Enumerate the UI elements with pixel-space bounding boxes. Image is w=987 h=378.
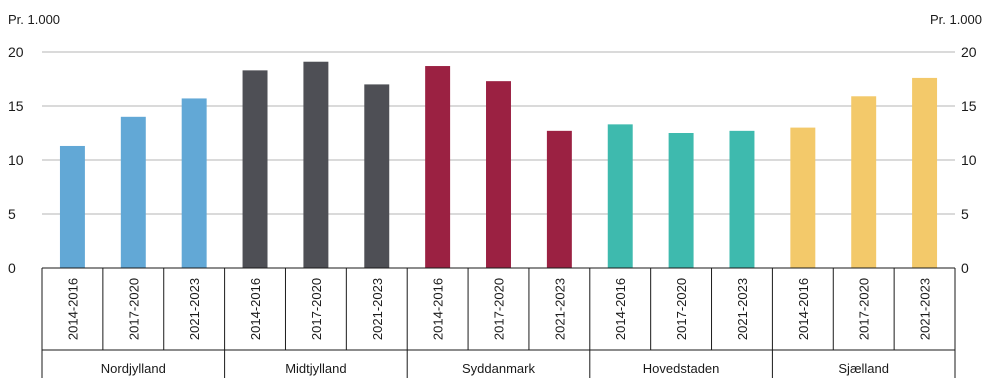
bar [790, 127, 816, 268]
axes: 0 0 5 5 10 10 15 15 20 20 [8, 44, 977, 378]
period-label: 2017-2020 [309, 278, 324, 340]
y-tick-label-left: 5 [8, 206, 16, 222]
period-label: 2014-2016 [65, 278, 80, 340]
y-tick-label-right: 10 [961, 152, 977, 168]
left-unit-label: Pr. 1.000 [8, 12, 60, 27]
period-label: 2014-2016 [431, 278, 446, 340]
period-label: 2017-2020 [492, 278, 507, 340]
bars [59, 61, 938, 269]
period-label: 2017-2020 [674, 278, 689, 340]
y-tick-label-left: 10 [8, 152, 24, 168]
period-label: 2021-2023 [187, 278, 202, 340]
bar [364, 84, 390, 269]
period-label: 2021-2023 [735, 278, 750, 340]
period-label: 2014-2016 [248, 278, 263, 340]
bar [425, 66, 451, 268]
region-label: Hovedstaden [643, 361, 720, 376]
bar [668, 133, 694, 268]
period-label: 2017-2020 [857, 278, 872, 340]
bar [303, 61, 329, 268]
y-tick-label-right: 15 [961, 98, 977, 114]
y-tick-label-left: 20 [8, 44, 24, 60]
y-tick-label-left: 0 [8, 260, 16, 276]
bar [546, 130, 572, 268]
period-label: 2021-2023 [552, 278, 567, 340]
y-tick-label-right: 5 [961, 206, 969, 222]
bar [851, 96, 877, 268]
period-label: 2021-2023 [918, 278, 933, 340]
region-label: Nordjylland [101, 361, 166, 376]
bar [59, 145, 85, 268]
bar [120, 116, 146, 268]
period-label: 2014-2016 [796, 278, 811, 340]
category-labels: 2014-2016 2017-2020 2021-2023 Nordjylland 20… [65, 278, 932, 376]
bar [607, 124, 633, 268]
bar [729, 130, 755, 268]
period-label: 2017-2020 [126, 278, 141, 340]
region-label: Sjælland [838, 361, 889, 376]
period-label: 2014-2016 [613, 278, 628, 340]
y-tick-label-left: 15 [8, 98, 24, 114]
period-label: 2021-2023 [370, 278, 385, 340]
region-label: Midtjylland [285, 361, 346, 376]
bar [912, 77, 938, 268]
bar [486, 81, 511, 268]
bar [181, 98, 207, 268]
y-tick-label-right: 20 [961, 44, 977, 60]
y-tick-label-right: 0 [961, 260, 969, 276]
region-label: Syddanmark [462, 361, 535, 376]
right-unit-label: Pr. 1.000 [930, 12, 982, 27]
bar [242, 70, 268, 268]
